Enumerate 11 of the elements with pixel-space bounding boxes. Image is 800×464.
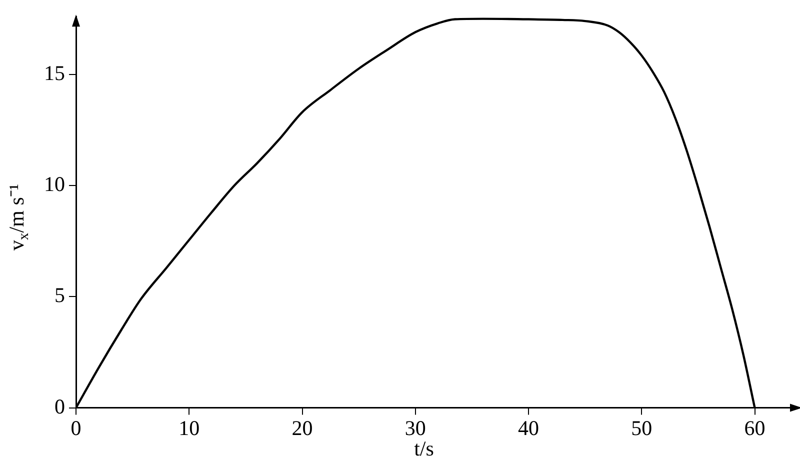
x-tick-label: 10 [178, 416, 200, 440]
x-tick-label: 40 [518, 416, 539, 440]
x-tick-label: 50 [631, 416, 652, 440]
x-tick-label: 60 [744, 416, 766, 440]
y-tick-label: 0 [54, 394, 65, 418]
x-tick-label: 20 [292, 416, 313, 440]
x-tick-label: 0 [70, 416, 82, 440]
y-tick-label: 5 [54, 283, 65, 308]
y-axis-title: vx/m s⁻¹ [4, 184, 32, 251]
y-tick-label: 15 [44, 60, 65, 85]
y-tick-label: 10 [44, 172, 65, 196]
